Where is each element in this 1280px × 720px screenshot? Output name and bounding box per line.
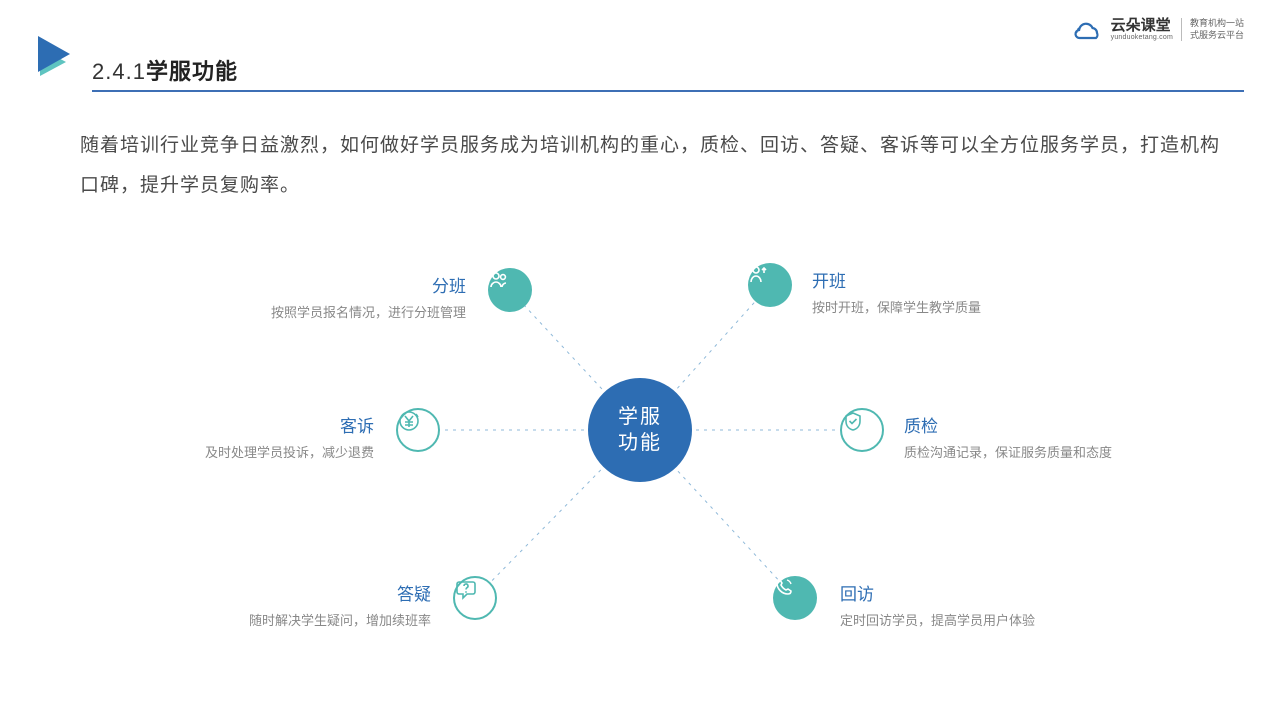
node-dayi xyxy=(453,576,497,620)
section-number: 2.4.1 xyxy=(92,59,146,84)
node-label-kaiban: 开班 xyxy=(812,267,846,292)
cloud-icon xyxy=(1073,19,1103,41)
node-desc-kaiban: 按时开班，保障学生教学质量 xyxy=(812,297,981,316)
people-icon xyxy=(748,263,770,285)
node-label-kesou: 客诉 xyxy=(340,412,374,437)
node-desc-kesou: 及时处理学员投诉，减少退费 xyxy=(205,442,374,461)
node-desc-zhijian: 质检沟通记录，保证服务质量和态度 xyxy=(904,442,1112,461)
node-desc-huifang: 定时回访学员，提高学员用户体验 xyxy=(840,610,1035,629)
section-name: 学服功能 xyxy=(146,59,238,84)
play-triangle-icon xyxy=(36,36,72,80)
yen-icon xyxy=(398,410,420,432)
node-zhijian xyxy=(840,408,884,452)
group-icon xyxy=(488,268,510,290)
intro-paragraph: 随着培训行业竞争日益激烈，如何做好学员服务成为培训机构的重心，质检、回访、答疑、… xyxy=(80,126,1220,206)
node-label-zhijian: 质检 xyxy=(904,412,938,437)
section-title: 2.4.1学服功能 xyxy=(92,54,238,86)
phone-icon xyxy=(773,576,795,598)
logo-tagline: 教育机构一站 式服务云平台 xyxy=(1181,18,1244,41)
node-kesou xyxy=(396,408,440,452)
question-icon xyxy=(455,578,477,600)
node-kaiban xyxy=(748,263,792,307)
node-label-huifang: 回访 xyxy=(840,580,874,605)
shield-icon xyxy=(842,410,864,432)
logo-name: 云朵课堂 xyxy=(1111,18,1173,33)
node-label-fenban: 分班 xyxy=(432,272,466,297)
logo-domain: yunduoketang.com xyxy=(1111,34,1173,41)
node-desc-fenban: 按照学员报名情况，进行分班管理 xyxy=(271,302,466,321)
brand-logo: 云朵课堂 yunduoketang.com 教育机构一站 式服务云平台 xyxy=(1073,18,1244,41)
hub-center: 学服功能 xyxy=(588,378,692,482)
title-underline xyxy=(92,90,1244,92)
slide-header: 2.4.1学服功能 云朵课堂 yunduoketang.com 教育机构一站 式… xyxy=(36,36,1244,96)
node-fenban xyxy=(488,268,532,312)
node-desc-dayi: 随时解决学生疑问，增加续班率 xyxy=(249,610,431,629)
node-huifang xyxy=(773,576,817,620)
spoke-diagram: 学服功能 分班按照学员报名情况，进行分班管理客诉及时处理学员投诉，减少退费答疑随时… xyxy=(0,230,1280,700)
node-label-dayi: 答疑 xyxy=(397,580,431,605)
